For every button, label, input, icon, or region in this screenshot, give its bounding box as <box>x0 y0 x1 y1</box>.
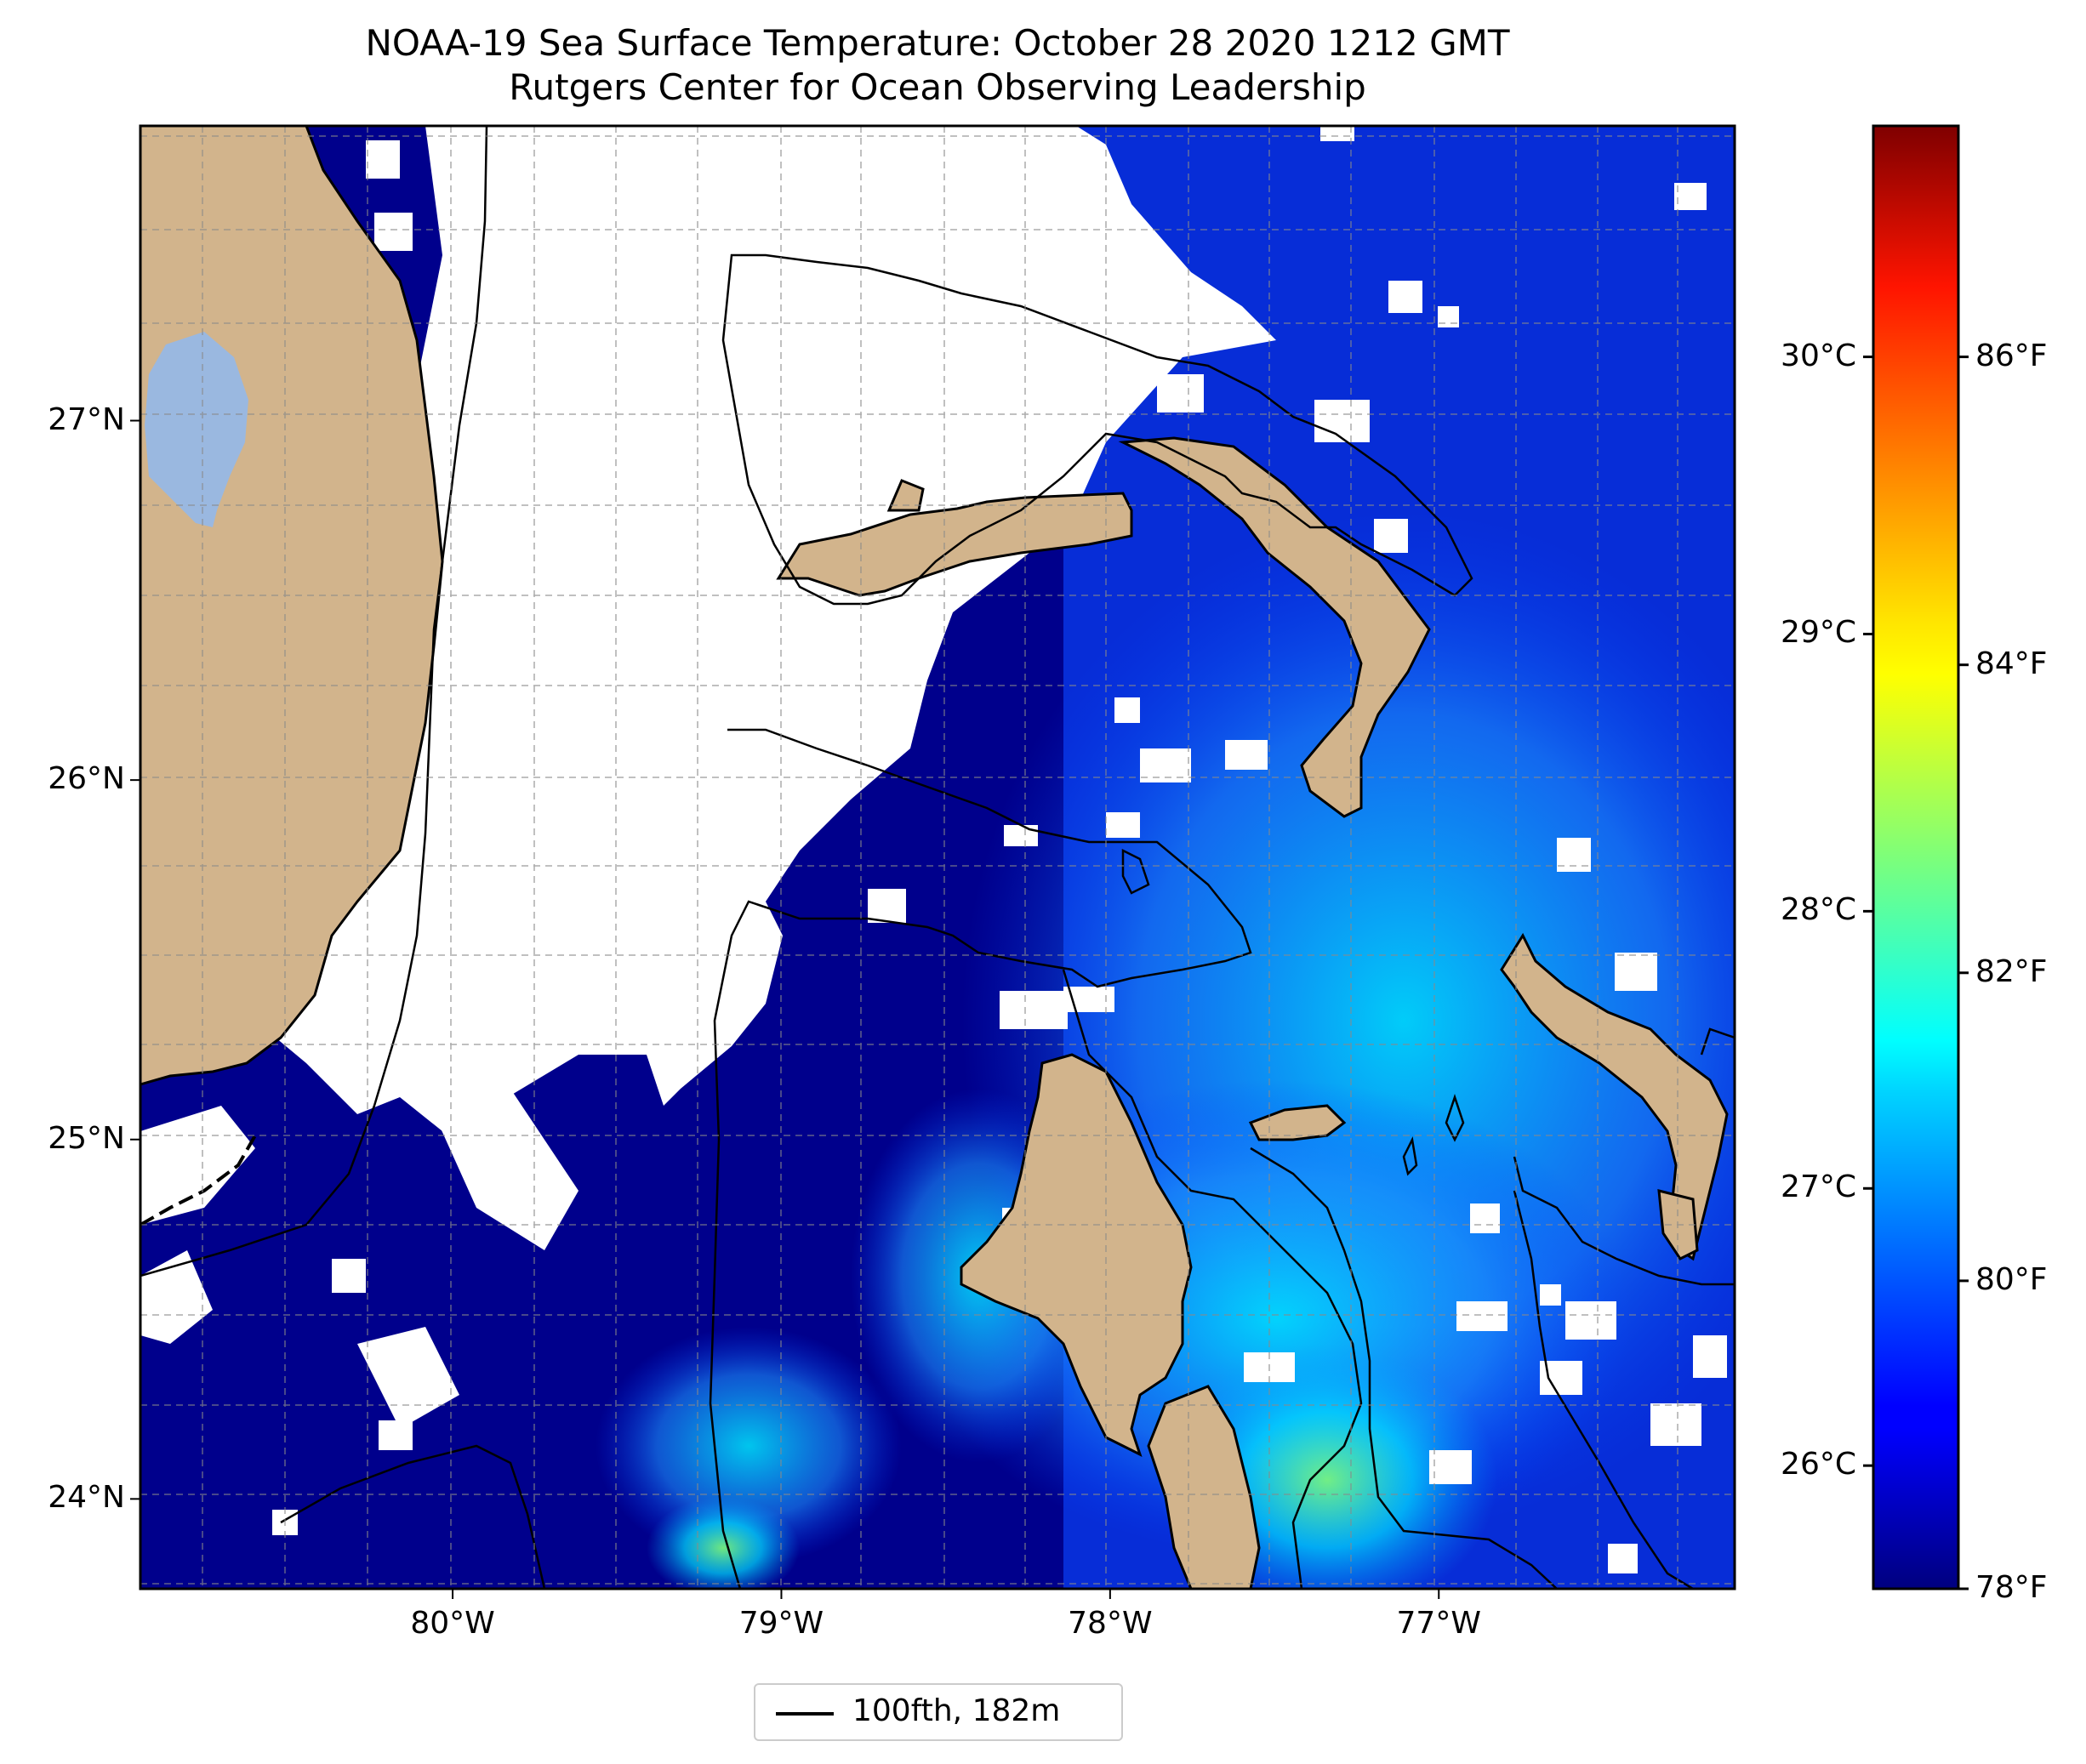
land-andros-south <box>1147 1385 1261 1589</box>
cloud-mask <box>1429 1450 1472 1484</box>
lon-tick-label: 77°W <box>1396 1606 1481 1641</box>
cloud-mask <box>1608 1544 1638 1573</box>
colorbar-f-label: 86°F <box>1975 338 2048 373</box>
cloud-mask <box>1114 697 1140 723</box>
cloud-mask <box>357 1327 459 1429</box>
lat-tick-label: 27°N <box>48 401 125 437</box>
cloud-mask <box>1438 306 1459 327</box>
lon-tick-label: 79°W <box>738 1606 824 1641</box>
legend: 100fth, 182m <box>754 1683 1123 1741</box>
cloud-mask <box>1000 991 1068 1029</box>
lon-tick-label: 80°W <box>410 1606 495 1641</box>
colorbar-f-label: 82°F <box>1975 953 2048 989</box>
colorbar-c-label: 26°C <box>1781 1447 1856 1482</box>
cloud-mask <box>1470 1204 1500 1233</box>
land-andros <box>960 1053 1193 1457</box>
colorbar-f-label: 80°F <box>1975 1261 2048 1297</box>
lat-tick-label: 24°N <box>48 1480 125 1516</box>
cloud-mask <box>1674 183 1707 210</box>
ocean-warm-patch <box>596 1327 902 1565</box>
lon-tick-label: 78°W <box>1068 1606 1153 1641</box>
colorbar-c-label: 28°C <box>1781 892 1856 928</box>
map-frame <box>139 124 1736 1590</box>
cloud-mask <box>1314 400 1370 442</box>
cloud-mask <box>438 1089 578 1250</box>
colorbar <box>1872 124 1960 1590</box>
colorbar-c-label: 29°C <box>1781 615 1856 651</box>
cloud-mask <box>1063 987 1114 1012</box>
cloud-mask <box>1540 1284 1561 1306</box>
lat-tick-label: 25°N <box>48 1120 125 1156</box>
cloud-mask <box>140 1250 213 1344</box>
cloud-mask <box>1225 740 1268 770</box>
cloud-mask <box>374 213 413 251</box>
map-axis-ticks <box>130 419 1440 1599</box>
land-grand-bahama-point <box>886 479 925 512</box>
cloud-mask <box>366 140 400 179</box>
cloud-mask <box>1388 281 1422 313</box>
cloud-mask <box>1004 825 1038 846</box>
cloud-mask <box>1565 1301 1616 1340</box>
colorbar-c-label: 27°C <box>1781 1169 1856 1205</box>
cloud-mask <box>1157 374 1204 413</box>
cloud-mask <box>1106 812 1140 838</box>
cloud-mask <box>868 889 906 923</box>
isobath-100fth <box>140 126 1735 1589</box>
cloud-mask <box>1374 519 1408 553</box>
ocean-warm-patch <box>647 1497 800 1589</box>
cloud-mask <box>1615 953 1657 991</box>
gridlines <box>140 126 1735 1589</box>
cloud-mask <box>379 1420 413 1450</box>
colorbar-c-label: 30°C <box>1781 338 1856 373</box>
lat-tick-label: 26°N <box>48 761 125 797</box>
land-new-providence <box>1248 1104 1347 1141</box>
map-title: NOAA-19 Sea Surface Temperature: October… <box>365 22 1510 64</box>
map-subtitle: Rutgers Center for Ocean Observing Leade… <box>509 66 1366 108</box>
cloud-mask <box>1650 1403 1701 1446</box>
florida-keys <box>140 1135 257 1226</box>
cloud-mask <box>1456 1301 1508 1331</box>
colorbar-f-label: 78°F <box>1975 1570 2048 1605</box>
legend-line-swatch <box>776 1712 834 1716</box>
legend-label: 100fth, 182m <box>852 1693 1061 1728</box>
lake-okeechobee <box>145 332 248 527</box>
cloud-mask <box>332 1259 366 1293</box>
cloud-mask <box>191 126 1276 1131</box>
cloud-mask <box>1320 126 1354 141</box>
colorbar-f-label: 84°F <box>1975 646 2048 681</box>
colorbar-ticks <box>1863 356 1969 1590</box>
cloud-mask <box>1693 1335 1727 1378</box>
cloud-mask <box>1557 838 1591 872</box>
